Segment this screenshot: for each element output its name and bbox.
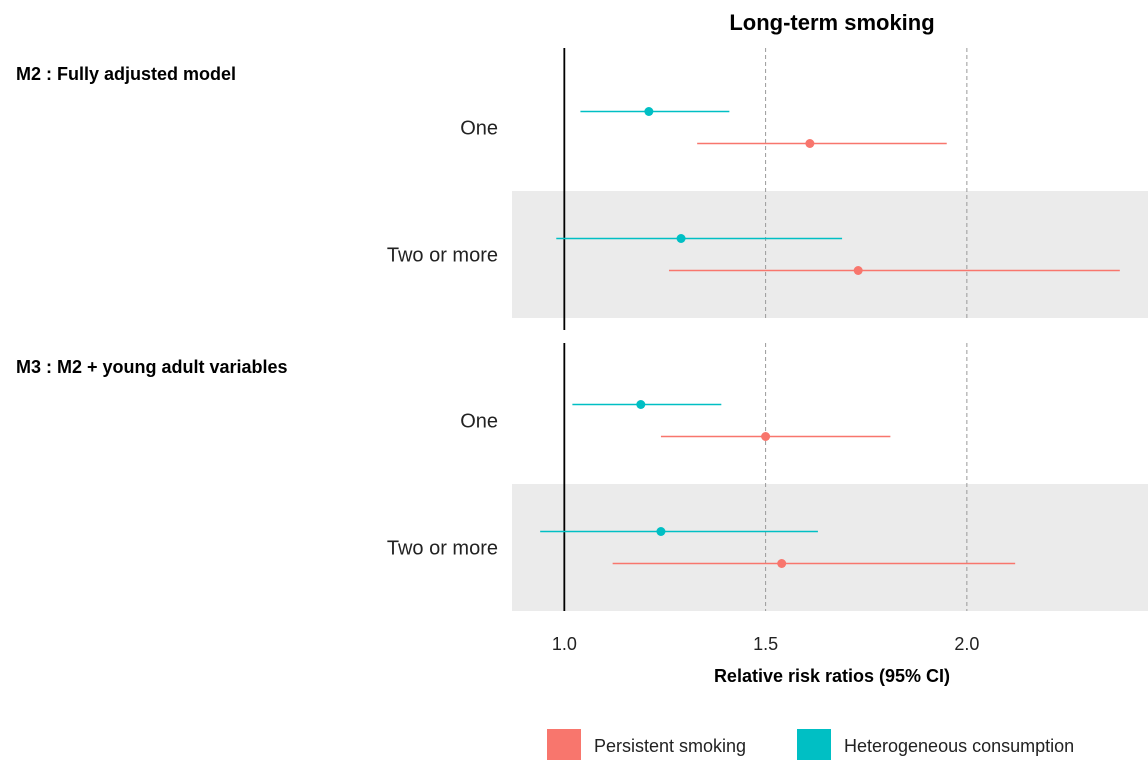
point-estimate	[656, 527, 666, 536]
panel: M2 : Fully adjusted model One Two or more	[16, 48, 1148, 330]
panel: M3 : M2 + young adult variables One Two or…	[16, 343, 1148, 611]
legend: Persistent smoking Heterogeneous consumpt…	[547, 729, 1074, 760]
x-axis: 1.0 1.5 2.0	[552, 634, 980, 654]
point-estimate	[805, 139, 815, 148]
point-estimate	[644, 107, 654, 116]
x-tick-label: 1.5	[753, 634, 778, 654]
row-label: One	[460, 411, 498, 433]
point-estimate	[761, 432, 771, 441]
row-band	[512, 484, 1148, 611]
legend-swatch	[547, 729, 581, 760]
point-estimate	[636, 400, 646, 409]
legend-label: Persistent smoking	[594, 736, 746, 756]
row-band	[512, 191, 1148, 318]
row-label: Two or more	[387, 245, 498, 267]
point-estimate	[676, 234, 686, 243]
legend-label: Heterogeneous consumption	[844, 736, 1074, 756]
x-axis-title: Relative risk ratios (95% CI)	[714, 666, 950, 686]
x-tick-label: 2.0	[954, 634, 979, 654]
chart-title: Long-term smoking	[729, 10, 934, 35]
panel-title: M3 : M2 + young adult variables	[16, 357, 288, 377]
panel-title: M2 : Fully adjusted model	[16, 64, 236, 84]
legend-swatch	[797, 729, 831, 760]
x-tick-label: 1.0	[552, 634, 577, 654]
row-label: One	[460, 118, 498, 140]
point-estimate	[853, 266, 863, 275]
row-label: Two or more	[387, 538, 498, 560]
point-estimate	[777, 559, 787, 568]
